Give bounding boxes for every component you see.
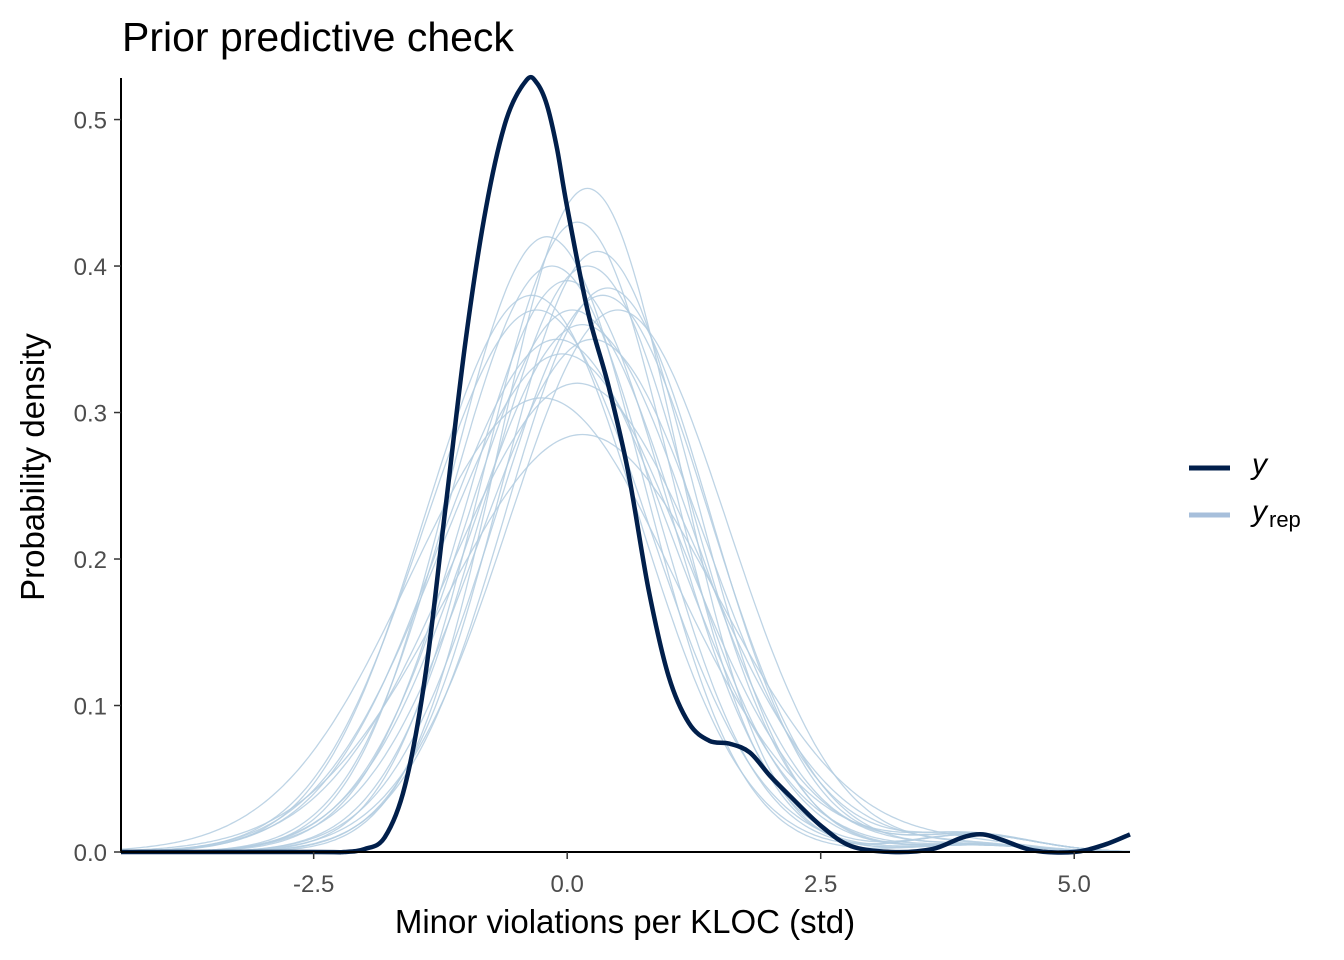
y-rep-line (121, 187, 1131, 853)
y-tick-label: 0.0 (74, 840, 107, 867)
x-axis-title: Minor violations per KLOC (std) (395, 903, 855, 940)
legend: y yrep (1189, 448, 1301, 532)
x-tick-label: 5.0 (1058, 871, 1091, 898)
y-rep-line (121, 280, 1131, 853)
y-tick-label: 0.2 (74, 547, 107, 574)
y-tick-label: 0.3 (74, 401, 107, 428)
y-rep-line (120, 397, 1131, 853)
y-rep-lines (120, 187, 1131, 853)
y-rep-line (121, 309, 1130, 853)
x-axis-ticks: -2.5 0.0 2.5 5.0 (293, 852, 1091, 898)
legend-yrep-label: yrep (1250, 495, 1301, 532)
y-axis-ticks: 0.0 0.1 0.2 0.3 0.4 0.5 (74, 108, 121, 867)
y-tick-label: 0.4 (74, 254, 107, 281)
y-rep-line (121, 221, 1131, 853)
y-rep-line (121, 265, 1131, 853)
y-rep-line (121, 287, 1131, 853)
legend-y-label: y (1250, 448, 1269, 481)
legend-yrep-subscript: rep (1269, 507, 1301, 532)
y-rep-line (121, 309, 1130, 853)
x-tick-label: 0.0 (551, 871, 584, 898)
legend-yrep-main: y (1250, 495, 1269, 528)
y-rep-line (120, 353, 1130, 853)
y-series-line (121, 74, 1131, 855)
y-rep-line (120, 294, 1131, 853)
y-rep-line (120, 309, 1130, 853)
y-tick-label: 0.1 (74, 694, 107, 721)
y-rep-line (120, 382, 1131, 853)
y-rep-line (121, 265, 1130, 853)
x-tick-label: 2.5 (804, 871, 837, 898)
y-rep-line (121, 250, 1130, 853)
y-tick-label: 0.5 (74, 108, 107, 135)
y-rep-line (121, 236, 1131, 853)
y-rep-line (121, 294, 1130, 853)
chart-title: Prior predictive check (122, 14, 514, 60)
x-tick-label: -2.5 (293, 871, 334, 898)
y-axis-title: Probability density (14, 333, 51, 601)
y-rep-line (120, 433, 1131, 853)
